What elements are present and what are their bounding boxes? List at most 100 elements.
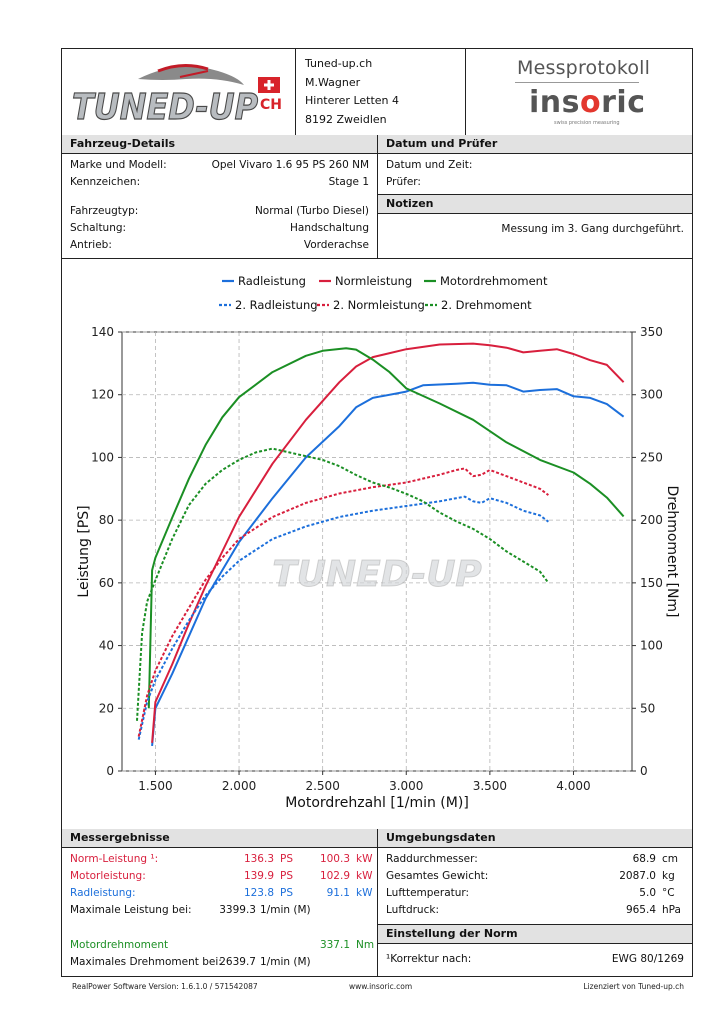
vehicle-details-title: Fahrzeug-Details (62, 135, 377, 154)
temperature-value: 5.0 (639, 887, 656, 899)
env-label: Luftdruck: (386, 904, 439, 916)
field-label: Schaltung: (70, 222, 127, 234)
wheel-power-label: Radleistung: (70, 887, 136, 899)
norm-power-kw: 100.3 (319, 853, 350, 865)
torque-label: Motordrehmoment (70, 939, 169, 951)
measurement-results: Messergebnisse Norm-Leistung ¹: 136.3 PS… (62, 829, 378, 977)
x-tick-label: 2.000 (222, 779, 256, 793)
motor-power-ps: 139.9 (243, 870, 274, 882)
software-version: RealPower Software Version: 1.6.1.0 / 57… (72, 982, 258, 991)
y2-axis-label: Drehmoment [Nm] (664, 485, 680, 617)
unit: 1/min (M) (260, 904, 311, 916)
x-tick-label: 1.500 (138, 779, 172, 793)
company-name: Tuned-up.ch (305, 57, 373, 70)
environment-data: Umgebungsdaten Raddurchmesser: 68.9 cm G… (378, 829, 692, 923)
series-line-5 (136, 447, 550, 721)
y-tick-label: 80 (99, 513, 114, 527)
unit: kg (662, 870, 675, 882)
unit: PS (280, 887, 293, 899)
legend-label-3: 2. Radleistung (235, 298, 318, 312)
y2-tick-label: 350 (640, 325, 663, 339)
legend-label-5: 2. Drehmoment (441, 298, 532, 312)
norm-settings: Einstellung der Norm ¹Korrektur nach: EW… (378, 924, 692, 977)
gearbox-value: Handschaltung (290, 222, 369, 234)
y2-tick-label: 0 (640, 764, 648, 778)
notes: Notizen Messung im 3. Gang durchgeführt. (378, 194, 692, 258)
max-torque-rpm: 2639.7 (219, 956, 256, 968)
norm-value: EWG 80/1269 (611, 953, 684, 965)
x-tick-label: 4.000 (556, 779, 590, 793)
torque-value: 337.1 (319, 939, 350, 951)
wheel-diameter-value: 68.9 (632, 853, 656, 865)
watermark-logo: TUNED-UP (272, 554, 482, 595)
y2-tick-label: 300 (640, 388, 663, 402)
vehicle-type-value: Normal (Turbo Diesel) (254, 205, 369, 217)
notes-title: Notizen (378, 195, 692, 214)
max-torque-label: Maximales Drehmoment bei: (70, 956, 222, 968)
unit: 1/min (M) (260, 956, 311, 968)
tester-label: Prüfer: (386, 176, 421, 188)
model-value: Opel Vivaro 1.6 95 PS 260 NM (211, 159, 369, 171)
date-tester-title: Datum und Prüfer (378, 135, 692, 154)
env-label: Gesamtes Gewicht: (386, 870, 489, 882)
svg-text:TUNED-UP: TUNED-UP (72, 87, 258, 128)
header: TUNED-UP CH Tuned-up.ch M.Wagner Hintere… (62, 49, 692, 136)
motor-power-label: Motorleistung: (70, 870, 146, 882)
series-line-0 (151, 381, 625, 746)
license-note: Lizenziert von Tuned-up.ch (583, 982, 684, 991)
pressure-value: 965.4 (625, 904, 656, 916)
field-label: Kennzeichen: (70, 176, 141, 188)
street: Hinterer Letten 4 (305, 94, 400, 107)
date-label: Datum und Zeit: (386, 159, 473, 171)
legend-label-1: Normleistung (335, 274, 412, 288)
unit: Nm (356, 939, 375, 951)
unit: PS (280, 870, 293, 882)
insoric-tagline: swiss precision measuring (554, 120, 620, 126)
norm-power-ps: 136.3 (243, 853, 274, 865)
y-tick-label: 0 (106, 764, 114, 778)
wheel-power-ps: 123.8 (243, 887, 274, 899)
legend-label-2: Motordrehmoment (440, 274, 548, 288)
y2-tick-label: 50 (640, 701, 655, 715)
norm-title: Einstellung der Norm (378, 925, 692, 944)
field-label: Marke und Modell: (70, 159, 167, 171)
max-power-label: Maximale Leistung bei: (70, 904, 192, 916)
unit: hPa (662, 904, 681, 916)
series-line-3 (137, 495, 549, 740)
city: 8192 Zweidlen (305, 112, 387, 126)
max-power-rpm: 3399.3 (219, 904, 256, 916)
y-axis-label: Leistung [PS] (76, 505, 92, 597)
legend-label-4: 2. Normleistung (333, 298, 425, 312)
chart-area: 0 20 40 60 80 100 120 140 0 50 100 150 200 250 300 350 1… (62, 258, 692, 830)
x-tick-label: 3.000 (389, 779, 423, 793)
tuned-up-logo: TUNED-UP CH (71, 64, 282, 129)
drive-value: Vorderachse (303, 239, 369, 251)
wheel-power-kw: 91.1 (326, 887, 350, 899)
results-title: Messergebnisse (62, 829, 377, 848)
legend-label-0: Radleistung (238, 274, 306, 288)
env-label: Raddurchmesser: (386, 853, 478, 865)
series-line-2 (147, 347, 625, 709)
x-tick-label: 3.500 (473, 779, 507, 793)
x-tick-label: 2.500 (305, 779, 339, 793)
y2-tick-label: 100 (640, 639, 663, 653)
notes-text: Messung im 3. Gang durchgeführt. (501, 223, 684, 235)
contact-person: M.Wagner (305, 75, 361, 89)
unit: kW (356, 870, 373, 882)
power-torque-chart: 0 20 40 60 80 100 120 140 0 50 100 150 200 250 300 350 1… (76, 274, 680, 811)
protocol-title: Messprotokoll (517, 57, 651, 79)
unit: kW (356, 853, 373, 865)
unit: kW (356, 887, 373, 899)
series-line-1 (151, 342, 625, 743)
y-tick-label: 20 (99, 701, 114, 715)
field-label: Fahrzeugtyp: (70, 205, 139, 217)
unit: PS (280, 853, 293, 865)
y2-tick-label: 200 (640, 513, 663, 527)
insoric-logo: insoric (529, 85, 646, 120)
company-address: Tuned-up.ch M.Wagner Hinterer Letten 4 8… (305, 55, 399, 129)
measurement-protocol: TUNED-UP CH Tuned-up.ch M.Wagner Hintere… (61, 48, 693, 977)
plate-value: Stage 1 (328, 176, 369, 188)
website-link[interactable]: www.insoric.com (349, 982, 413, 991)
norm-label: ¹Korrektur nach: (386, 953, 472, 965)
y-tick-label: 40 (99, 639, 114, 653)
